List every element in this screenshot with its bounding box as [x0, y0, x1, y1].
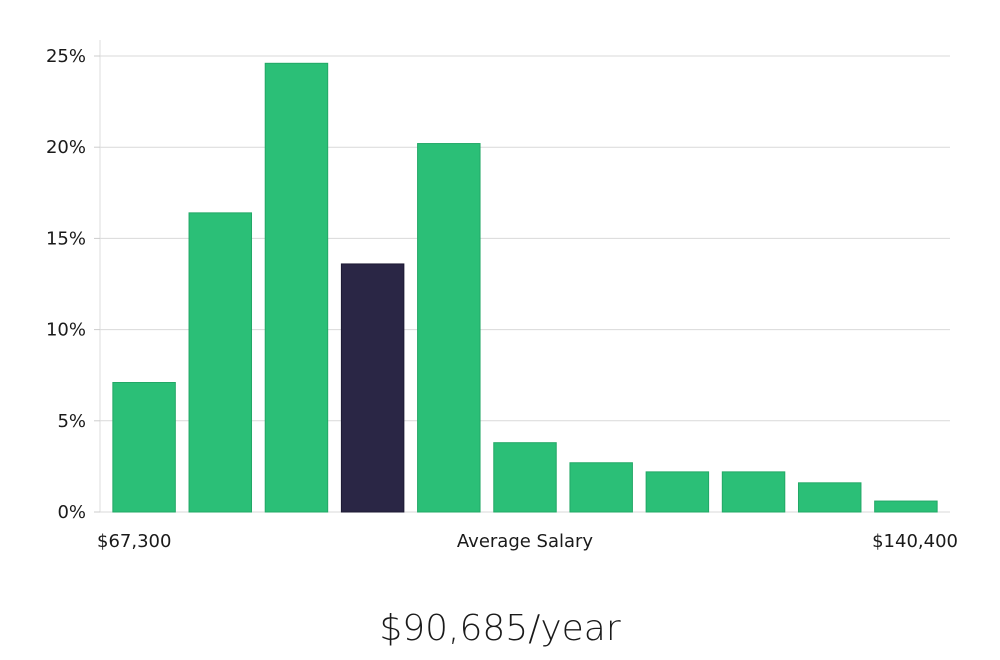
x-min-label: $67,300 — [97, 531, 171, 552]
x-max-label: $140,400 — [872, 531, 958, 552]
salary-histogram: 0%5%10%15%20%25% $67,300 Average Salary … — [46, 40, 958, 552]
highlighted-bar — [340, 263, 405, 513]
bar — [645, 471, 710, 513]
y-tick-label: 5% — [57, 411, 86, 432]
bar — [417, 143, 481, 513]
bar — [874, 500, 938, 513]
y-tick-label: 10% — [46, 320, 86, 341]
y-tick-label: 15% — [46, 228, 86, 249]
y-tick-label: 20% — [46, 137, 86, 158]
x-center-label: Average Salary — [457, 531, 594, 552]
average-salary-value: $90,685/year — [379, 608, 621, 649]
y-axis-ticks: 0% 5% 10% 15% 20% 25% — [46, 46, 100, 523]
bar — [797, 482, 862, 513]
bar — [188, 212, 253, 513]
y-tick-label: 25% — [46, 46, 86, 67]
bar — [264, 62, 329, 513]
y-tick-label: 0% — [57, 502, 86, 523]
bar — [569, 462, 633, 513]
bar — [721, 471, 786, 513]
bar — [493, 442, 557, 513]
bars — [112, 62, 938, 513]
bar — [112, 382, 176, 513]
